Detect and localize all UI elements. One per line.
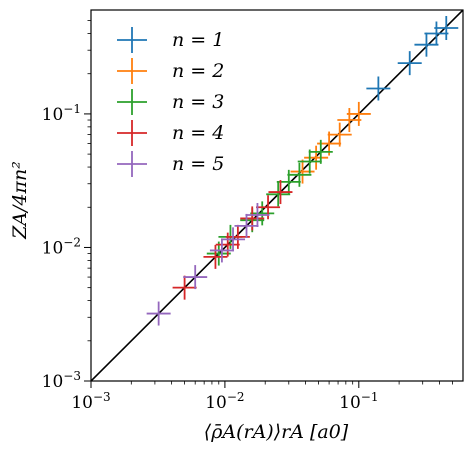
- data-point: [290, 159, 315, 184]
- y-axis-label: ZA/4πn²: [9, 161, 31, 240]
- data-point: [337, 108, 362, 133]
- data-points-layer: [146, 15, 459, 326]
- data-point: [146, 301, 171, 326]
- reference-line: [91, 10, 463, 381]
- data-point: [266, 182, 291, 207]
- data-point: [206, 241, 231, 266]
- x-tick-label: 10−2: [205, 390, 244, 413]
- data-point: [203, 244, 228, 269]
- plot-frame: [90, 9, 464, 382]
- data-point: [297, 149, 322, 174]
- data-point: [366, 76, 391, 101]
- data-point: [414, 32, 439, 57]
- legend-label: n = 5: [172, 153, 224, 175]
- data-point: [304, 145, 329, 170]
- legend-label: n = 2: [172, 60, 224, 82]
- y-tick-label: 10−2: [42, 235, 81, 258]
- legend-entry-2: n = 2: [117, 58, 224, 84]
- x-tick-label: 10−3: [71, 390, 110, 413]
- axis-ticks-layer: 10−3 10−2 10−1 10−3 10−2 10−1: [42, 20, 453, 413]
- data-point: [434, 15, 459, 40]
- data-point: [250, 201, 275, 226]
- data-point: [209, 238, 234, 263]
- legend-entry-4: n = 4: [117, 120, 224, 146]
- legend-entry-1: n = 1: [117, 27, 224, 53]
- y-tick-label: 10−3: [42, 369, 81, 392]
- x-axis-label: ⟨ρ̄A(rA)⟩rA [a0]: [204, 421, 349, 443]
- y-tick-label: 10−1: [42, 102, 81, 125]
- data-point: [172, 275, 197, 300]
- data-point: [346, 101, 371, 126]
- legend-entry-5: n = 5: [117, 151, 224, 177]
- legend-label: n = 4: [172, 122, 224, 144]
- data-point: [424, 21, 449, 46]
- data-point: [183, 265, 208, 290]
- series-5: [146, 203, 270, 326]
- data-point: [234, 213, 259, 238]
- series-1: [366, 15, 459, 101]
- x-tick-label: 10−1: [339, 390, 378, 413]
- data-point: [245, 203, 270, 228]
- legend-entry-3: n = 3: [117, 89, 224, 115]
- data-point: [287, 162, 312, 187]
- legend-label: n = 1: [172, 29, 224, 51]
- data-point: [308, 139, 333, 164]
- legend: n = 1 n = 2 n = 3 n = 4 n = 5: [117, 27, 224, 177]
- data-point: [221, 227, 246, 252]
- data-point: [240, 206, 265, 231]
- reference-line-layer: [91, 10, 463, 381]
- data-point: [327, 122, 352, 147]
- series-2: [290, 101, 371, 184]
- data-point: [397, 51, 422, 76]
- legend-label: n = 3: [172, 91, 224, 113]
- data-point: [268, 180, 293, 205]
